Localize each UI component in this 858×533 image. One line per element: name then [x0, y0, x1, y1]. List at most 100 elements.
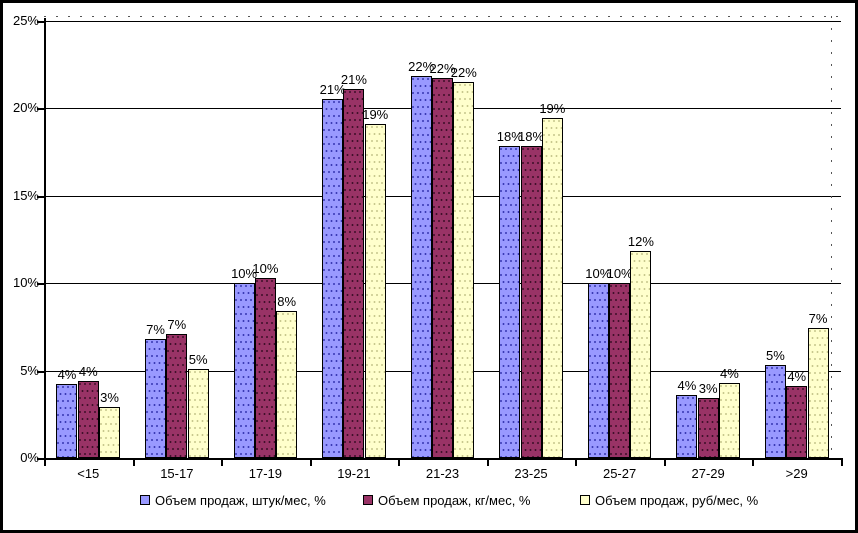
x-axis-tick: [221, 460, 224, 466]
y-axis-label: 0%: [20, 450, 39, 465]
y-axis-label: 10%: [12, 275, 39, 290]
y-axis-tick: [37, 458, 44, 460]
y-axis-line: [44, 18, 46, 460]
data-label: 7%: [808, 311, 828, 326]
data-label: 3%: [100, 390, 119, 405]
bar-series3-21-23: [453, 82, 475, 458]
x-axis-tick: [663, 460, 666, 466]
bar-series2-19-21: [343, 89, 365, 458]
data-label: 22%: [429, 61, 456, 76]
bar-series3-25-27: [630, 251, 652, 458]
bar-series3-27-29: [718, 383, 740, 458]
x-axis-tick: [486, 460, 489, 466]
data-label: 4%: [787, 369, 807, 384]
bar-series1-21-23: [410, 76, 432, 458]
legend-label-series2: Объем продаж, кг/мес, %: [378, 492, 531, 508]
bar-series2-25-27: [609, 283, 631, 458]
data-label: 10%: [252, 261, 279, 276]
y-axis-tick: [37, 370, 44, 373]
legend-label-series1: Объем продаж, штук/мес, %: [155, 492, 326, 508]
data-label: 5%: [766, 348, 785, 363]
legend-item-series2: Объем продаж, кг/мес, %: [363, 492, 530, 508]
data-label: 19%: [539, 101, 566, 116]
data-label: 4%: [677, 378, 697, 393]
gridline-25: [46, 20, 841, 22]
y-axis-tick: [37, 195, 44, 198]
bar-series3->29: [807, 328, 829, 458]
bar-series3-17-19: [276, 311, 298, 458]
plot-border-top: [44, 16, 841, 17]
category-label: 27-29: [691, 466, 725, 481]
bar-series3-19-21: [364, 124, 386, 458]
y-axis-label: 25%: [12, 12, 39, 28]
y-axis-label: 15%: [12, 187, 39, 203]
legend-item-series1: Объем продаж, штук/мес, %: [140, 492, 326, 508]
bar-series2-27-29: [697, 398, 719, 458]
category-label: 19-21: [337, 466, 371, 481]
bar-series1-23-25: [499, 146, 521, 458]
legend-label-series3: Объем продаж, руб/мес, %: [595, 492, 759, 508]
y-axis-label: 5%: [20, 362, 39, 378]
x-axis-tick: [752, 460, 755, 466]
plot-border-right: [831, 16, 832, 458]
y-axis-tick: [37, 20, 44, 23]
data-label: 18%: [518, 129, 545, 144]
bar-series1-19-21: [322, 99, 344, 458]
data-label: 21%: [319, 82, 346, 97]
category-label: <15: [77, 466, 100, 481]
x-axis-tick: [841, 460, 843, 466]
data-label: 22%: [408, 59, 435, 74]
y-axis-tick: [37, 283, 44, 285]
bar-series2-21-23: [432, 78, 453, 458]
data-label: 10%: [606, 266, 633, 281]
bar-series1->29: [764, 365, 786, 458]
legend-key-series3-icon: [580, 495, 590, 505]
data-label: 18%: [496, 129, 523, 144]
legend-key-series2-icon: [363, 495, 373, 505]
bar-series2-15-17: [166, 334, 188, 458]
data-label: 19%: [362, 107, 389, 122]
x-axis-tick: [44, 460, 46, 466]
data-label: 7%: [167, 317, 187, 332]
bar-series1-27-29: [676, 395, 698, 458]
x-axis-tick: [575, 460, 578, 466]
bar-series1-15-17: [145, 339, 167, 458]
x-axis-line: [44, 458, 843, 460]
data-label: 10%: [231, 266, 258, 281]
data-label: 4%: [78, 364, 98, 379]
data-label: 5%: [188, 352, 208, 367]
category-label: 25-27: [602, 466, 637, 481]
bar-series3-15-17: [187, 369, 209, 458]
data-label: 4%: [720, 366, 739, 381]
category-label: >29: [785, 466, 808, 481]
bar-series2->29: [786, 386, 808, 458]
y-axis-tick: [37, 108, 44, 110]
data-label: 7%: [146, 322, 165, 337]
bar-series1-25-27: [587, 283, 609, 458]
x-axis-tick: [132, 460, 135, 466]
data-label: 10%: [585, 266, 612, 281]
category-label: 21-23: [425, 466, 460, 481]
data-label: 8%: [277, 294, 297, 309]
category-label: 15-17: [160, 466, 194, 481]
data-label: 21%: [340, 72, 367, 87]
data-label: 12%: [627, 234, 654, 249]
y-axis-label: 20%: [12, 100, 39, 115]
data-label: 4%: [57, 367, 77, 382]
plot-area: 0% 5% 10% 15% 20% 25% <15 15-17 17-19 19-21 21-23 2…: [3, 3, 855, 530]
data-label: 22%: [450, 65, 477, 80]
x-axis-tick: [398, 460, 401, 466]
bar-series1-17-19: [233, 283, 255, 458]
bar-series3-<15: [99, 407, 121, 458]
legend-item-series3: Объем продаж, руб/мес, %: [580, 492, 758, 508]
bar-series2-23-25: [520, 146, 542, 458]
data-label: 3%: [698, 381, 718, 396]
category-label: 17-19: [248, 466, 282, 481]
legend: Объем продаж, штук/мес, % Объем продаж, …: [3, 492, 855, 510]
bar-series3-23-25: [541, 118, 563, 458]
bar-series2-<15: [77, 381, 99, 458]
bar-series1-<15: [56, 384, 78, 458]
category-label: 23-25: [514, 466, 548, 481]
legend-key-series1-icon: [140, 495, 150, 505]
